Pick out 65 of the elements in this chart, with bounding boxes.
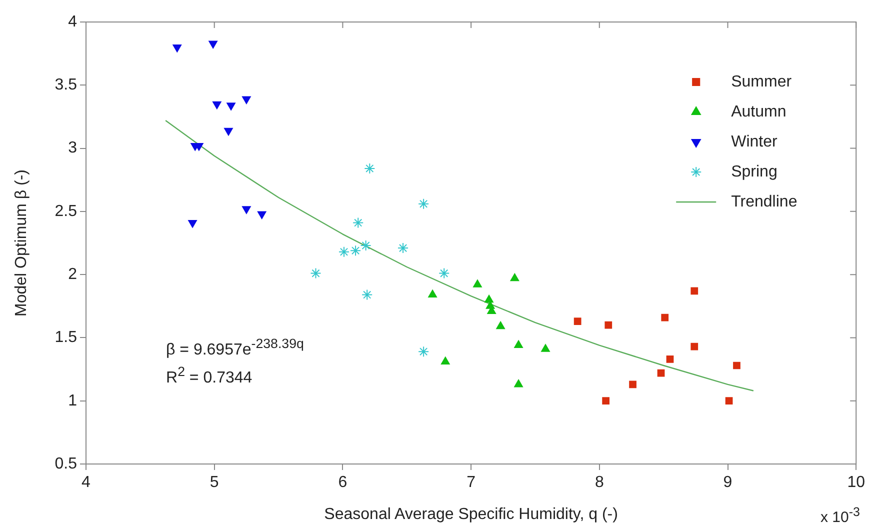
point <box>629 380 636 388</box>
point <box>172 44 182 52</box>
point <box>514 379 523 388</box>
y-tick-label: 2.5 <box>54 202 78 220</box>
y-tick-label: 2 <box>68 266 78 283</box>
point <box>484 294 494 303</box>
point <box>574 318 582 325</box>
annotation: β = 9.6957e$^{-238.39q}$ <box>166 335 304 360</box>
point <box>418 346 430 358</box>
point <box>226 102 236 110</box>
y-tick-label: 1.5 <box>54 329 78 346</box>
point <box>398 242 409 254</box>
y-axis-title: Model Optimum β (-) <box>13 170 30 316</box>
point <box>440 356 450 364</box>
x-tick-label: 9 <box>723 474 732 492</box>
legend-label: Trendline <box>731 193 798 210</box>
point <box>224 128 233 136</box>
point <box>690 287 698 295</box>
x-tick-label: 8 <box>594 474 604 492</box>
point <box>604 321 612 329</box>
point <box>496 321 505 330</box>
legend-label: Summer <box>731 73 792 90</box>
x-axis-title: Seasonal Average Specific Humidity, q (-) <box>324 506 618 523</box>
point <box>438 268 450 279</box>
point <box>257 211 266 219</box>
legend-label: Spring <box>731 163 778 180</box>
text: x 10$^{-3}$ <box>820 504 860 528</box>
y-tick-label: 3.5 <box>54 76 78 94</box>
point <box>602 397 610 405</box>
point <box>364 162 376 174</box>
point <box>657 369 665 377</box>
x-tick-label: 7 <box>466 474 476 492</box>
point <box>242 206 251 214</box>
x-tick-label: 10 <box>847 474 866 492</box>
legend-label: Winter <box>731 133 778 150</box>
point <box>541 344 550 352</box>
point <box>510 273 520 282</box>
point <box>666 356 674 363</box>
point <box>352 217 364 228</box>
point <box>208 40 218 48</box>
annotation: R$^{2}$ = 0.7344 <box>166 363 252 388</box>
y-tick-label: 3 <box>68 140 78 157</box>
point <box>338 246 350 258</box>
point <box>514 340 523 348</box>
point <box>360 240 372 252</box>
point <box>350 245 362 256</box>
legend-label: Autumn <box>731 103 786 120</box>
point <box>428 290 437 298</box>
x-tick-label: 6 <box>338 474 348 492</box>
point <box>690 342 698 350</box>
y-tick-label: 1 <box>68 392 78 410</box>
y-tick-label: 4 <box>68 13 78 30</box>
point <box>212 101 222 110</box>
point <box>362 289 373 300</box>
point <box>188 220 197 228</box>
point <box>725 397 733 405</box>
y-tick-label: 0.5 <box>54 455 78 472</box>
x-tick-label: 5 <box>210 474 219 492</box>
point <box>418 198 430 210</box>
point <box>661 314 669 322</box>
point <box>733 362 740 370</box>
x-tick-label: 4 <box>82 474 91 492</box>
point <box>242 96 251 104</box>
point <box>473 280 482 288</box>
point <box>310 268 322 279</box>
